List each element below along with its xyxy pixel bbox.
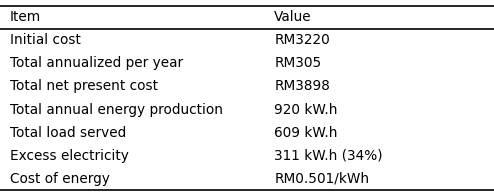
Text: RM0.501/kWh: RM0.501/kWh bbox=[274, 172, 370, 186]
Text: 609 kW.h: 609 kW.h bbox=[274, 126, 338, 140]
Text: RM305: RM305 bbox=[274, 56, 322, 70]
Text: Item: Item bbox=[10, 10, 41, 24]
Text: 311 kW.h (34%): 311 kW.h (34%) bbox=[274, 149, 383, 162]
Text: Initial cost: Initial cost bbox=[10, 34, 81, 47]
Text: RM3898: RM3898 bbox=[274, 80, 330, 93]
Text: Excess electricity: Excess electricity bbox=[10, 149, 129, 162]
Text: Cost of energy: Cost of energy bbox=[10, 172, 110, 186]
Text: Total annualized per year: Total annualized per year bbox=[10, 56, 183, 70]
Text: Total net present cost: Total net present cost bbox=[10, 80, 158, 93]
Text: Value: Value bbox=[274, 10, 312, 24]
Text: Total annual energy production: Total annual energy production bbox=[10, 103, 223, 116]
Text: Total load served: Total load served bbox=[10, 126, 126, 140]
Text: 920 kW.h: 920 kW.h bbox=[274, 103, 338, 116]
Text: RM3220: RM3220 bbox=[274, 34, 330, 47]
